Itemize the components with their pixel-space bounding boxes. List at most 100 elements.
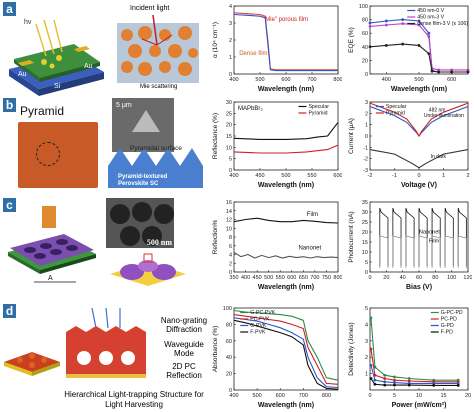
data-point (450, 70, 454, 74)
x-tick-label: 800 (333, 275, 342, 281)
series-line-0 (233, 309, 339, 381)
y-axis-label: Current (μA) (348, 118, 355, 154)
hierarchical-caption-2: Light Harvesting (105, 400, 163, 409)
y-tick-label: 20 (226, 372, 232, 378)
y-tick-label: 20 (362, 230, 368, 236)
y-tick-label: 25 (362, 220, 368, 226)
data-point (456, 382, 460, 385)
film-pulse (457, 235, 467, 268)
y-tick-label: -3 (363, 168, 368, 174)
perovskite-photo (18, 122, 98, 188)
legend-label: Pyramid (386, 111, 405, 117)
plot-frame (369, 5, 469, 75)
y-tick-label: -2 (363, 157, 368, 163)
x-tick-label: 10 (416, 393, 422, 399)
light-trapping-cross-section (66, 308, 146, 378)
data-point (383, 377, 387, 380)
d-absorbance-svg: 400 500 600 700 800 0 20 40 60 80 100 Wavelength (n… (212, 306, 339, 409)
film-pulse (418, 235, 428, 268)
data-point (466, 70, 470, 74)
film-pulse (444, 235, 454, 268)
y-tick-label: 4 (365, 322, 368, 328)
x-tick-label: 400 (241, 275, 250, 281)
data-point (401, 42, 405, 46)
plot-frame (369, 307, 469, 391)
film-pulse (405, 235, 415, 268)
legend-label: G-PVK (250, 323, 267, 329)
data-point (407, 383, 411, 387)
y-axis-label: α (10⁴ cm⁻¹) (212, 22, 219, 58)
device-illustration-a: hv Au Au Si (9, 19, 104, 96)
y-tick-label: 4 (229, 253, 232, 259)
incident-light-label: Incident light (130, 5, 170, 12)
x-tick-label: 350 (229, 275, 238, 281)
plot-frame (233, 307, 339, 391)
y-tick-label: 60 (226, 339, 232, 345)
data-point (393, 383, 396, 387)
reflection-chart: 350 400 450 500 550 600 650 700 750 800 0 2 4 6 8 10 12 1… (210, 198, 342, 292)
nanonet-pulse (457, 207, 467, 266)
y-tick-label: 3 (229, 21, 232, 27)
x-tick-label: 450 (253, 275, 262, 281)
data-point (368, 25, 372, 28)
data-point (368, 45, 372, 49)
data-point (427, 31, 431, 35)
x-axis-label: Power (mW/cm²) (392, 402, 447, 409)
y-tick-label: 100 (223, 306, 232, 312)
x-tick-label: 550 (276, 275, 285, 281)
legend-label: PC-PVK (250, 317, 270, 323)
data-point (393, 378, 396, 382)
x-tick-label: 500 (281, 173, 290, 179)
x-tick-label: 700 (310, 275, 319, 281)
legend-label: Specular (308, 104, 329, 110)
series-line-0 (233, 217, 339, 224)
nanonet-pulse (392, 207, 402, 266)
y-tick-label: 10 (226, 226, 232, 232)
x-tick-label: -1 (392, 173, 397, 179)
y-tick-label: 3 (365, 100, 368, 106)
nanonet-pulse (379, 207, 389, 266)
y-tick-label: 4 (229, 4, 232, 10)
chart-annotation: Nanonet (298, 246, 321, 252)
nanonet-pulse (444, 207, 454, 266)
x-axis-label: Wavelength (nm) (258, 182, 314, 189)
y-tick-label: 20 (226, 123, 232, 129)
data-point (384, 23, 388, 27)
si-label: Si (54, 83, 61, 90)
film-pulse (392, 235, 402, 268)
legend-label: F-PD (441, 330, 453, 336)
data-point (369, 377, 373, 380)
hierarchical-structure-small (4, 352, 60, 376)
legend-label: Specular (386, 104, 407, 110)
x-tick-label: 550 (307, 173, 316, 179)
x-tick-label: 700 (307, 77, 316, 83)
series-line-1 (233, 314, 339, 385)
data-point (369, 364, 373, 367)
data-point (373, 378, 377, 382)
y-tick-label: 10 (226, 145, 232, 151)
chart-title: MAPbBr₃ (238, 106, 263, 112)
x-tick-label: 400 (229, 173, 238, 179)
x-tick-label: 100 (447, 275, 456, 281)
y-tick-label: 1 (365, 372, 368, 378)
y-tick-label: 100 (359, 4, 368, 10)
x-tick-label: 600 (447, 77, 456, 83)
y-tick-label: 0 (365, 72, 368, 78)
porous-film-illustration (117, 15, 199, 83)
reflectance-chart: 400 450 500 550 600 0 5 10 15 20 25 30 Wavelength (n… (210, 98, 342, 190)
pc-reflection-label: 2D PC Reflection (166, 362, 202, 380)
y-tick-label: 15 (226, 134, 232, 140)
series-line-2 (369, 149, 469, 169)
y-tick-label: 16 (226, 200, 232, 206)
sem-inset: 5 μm (112, 98, 174, 152)
y-tick-label: 5 (365, 306, 368, 312)
y-tick-label: 0 (229, 270, 232, 276)
period-a-label: A (48, 275, 53, 282)
y-tick-label: 0 (229, 388, 232, 394)
y-tick-label: 2 (365, 111, 368, 117)
data-point (437, 68, 440, 72)
y-tick-label: -1 (363, 145, 368, 151)
x-tick-label: 20 (383, 275, 389, 281)
y-tick-label: 0 (229, 72, 232, 78)
series-line-1 (233, 144, 339, 154)
